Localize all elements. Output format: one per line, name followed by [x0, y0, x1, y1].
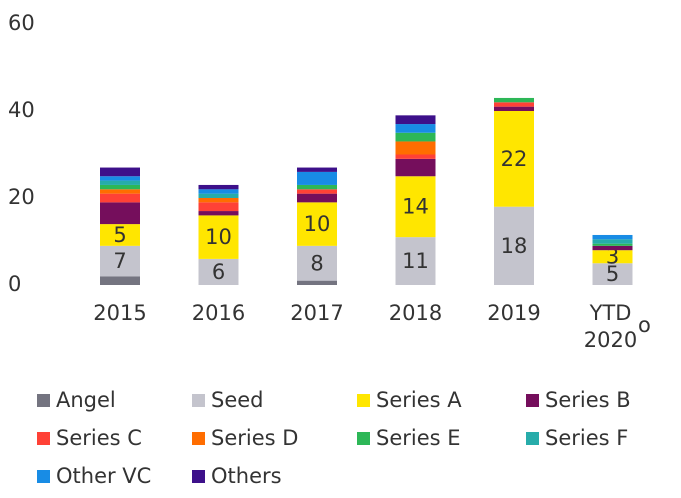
data-label: 22 — [501, 147, 528, 171]
bar-segment — [592, 245, 633, 251]
bar-segment — [297, 189, 337, 194]
bar-segment — [100, 276, 140, 285]
bar-segment — [592, 243, 633, 246]
bar-segment — [592, 250, 633, 264]
legend-swatch — [37, 394, 50, 407]
y-tick-label: 60 — [8, 11, 35, 35]
data-label: 10 — [205, 225, 232, 249]
bar-segment — [395, 154, 436, 159]
data-label: 8 — [310, 251, 323, 275]
bar-segment — [494, 111, 534, 207]
bar-segment — [198, 202, 239, 212]
bar-segment — [100, 193, 140, 203]
bar-segment — [297, 184, 337, 190]
legend-label: Seed — [211, 388, 264, 412]
legend-swatch — [192, 470, 205, 483]
data-label: 14 — [402, 195, 429, 219]
bar-segment — [395, 158, 436, 177]
bar-segment — [494, 102, 534, 107]
legend-label: Series E — [376, 426, 461, 450]
bar-segment — [100, 184, 140, 190]
bar-segment — [198, 184, 239, 190]
bar-segment — [198, 258, 239, 285]
legend-swatch — [526, 432, 539, 445]
bar-segment — [100, 224, 140, 246]
bar-segment — [297, 280, 337, 285]
legend-label: Others — [211, 464, 282, 488]
bar-segment — [100, 176, 140, 181]
legend-label: Series D — [211, 426, 298, 450]
bar-segment — [494, 206, 534, 285]
bar-segment — [297, 171, 337, 185]
bar-segment — [100, 189, 140, 194]
y-tick-label: 0 — [8, 272, 21, 296]
bar-segment — [198, 215, 239, 259]
legend-label: Series B — [545, 388, 631, 412]
bar-segment — [297, 245, 337, 281]
data-label: 6 — [212, 260, 225, 284]
bar-segment — [198, 198, 239, 203]
legend-label: Series C — [56, 426, 142, 450]
bar-segment — [395, 176, 436, 238]
data-label: 7 — [113, 249, 126, 273]
bar-segment — [100, 167, 140, 177]
legend-swatch — [37, 470, 50, 483]
legend-label: Other VC — [56, 464, 151, 488]
bar-segment — [297, 202, 337, 246]
data-label: 11 — [402, 249, 429, 273]
y-tick-label: 40 — [8, 98, 35, 122]
bar-segment — [198, 193, 239, 198]
bar-segment — [100, 180, 140, 185]
y-tick-label: 20 — [8, 185, 35, 209]
bar-segment — [100, 245, 140, 277]
data-label: 10 — [304, 212, 331, 236]
x-tick-label: 2019 — [487, 301, 541, 325]
bar-segment — [297, 167, 337, 172]
bar-segment — [395, 115, 436, 125]
legend-swatch — [357, 394, 370, 407]
legend-label: Series F — [545, 426, 628, 450]
bar-segment — [494, 106, 534, 111]
x-tick-label: 2017 — [290, 301, 344, 325]
bar-segment — [395, 237, 436, 285]
bar-segment — [395, 141, 436, 155]
legend-swatch — [192, 394, 205, 407]
legend-swatch — [37, 432, 50, 445]
data-label: 5 — [606, 262, 619, 286]
legend-swatch — [192, 432, 205, 445]
bar-segment — [198, 189, 239, 194]
bar-segment — [198, 211, 239, 216]
legend-label: Series A — [376, 388, 462, 412]
data-label: 18 — [501, 234, 528, 258]
bar-segment — [592, 234, 633, 240]
legend-swatch — [357, 432, 370, 445]
bar-segment — [297, 193, 337, 203]
bar-segment — [592, 239, 633, 244]
annotation: o — [638, 313, 651, 337]
bar-segment — [395, 132, 436, 142]
bar-segment — [592, 263, 633, 285]
data-label: 3 — [606, 245, 619, 269]
bar-segment — [100, 202, 140, 225]
x-tick-label: 2015 — [93, 301, 147, 325]
legend-label: Angel — [56, 388, 116, 412]
x-tick-label: 2018 — [388, 301, 443, 325]
x-tick-label: 2016 — [191, 301, 246, 325]
x-tick-label: YTD 2020 — [583, 301, 638, 352]
data-label: 5 — [113, 223, 126, 247]
bar-segment — [494, 97, 534, 103]
legend-swatch — [526, 394, 539, 407]
bar-segment — [395, 124, 436, 133]
